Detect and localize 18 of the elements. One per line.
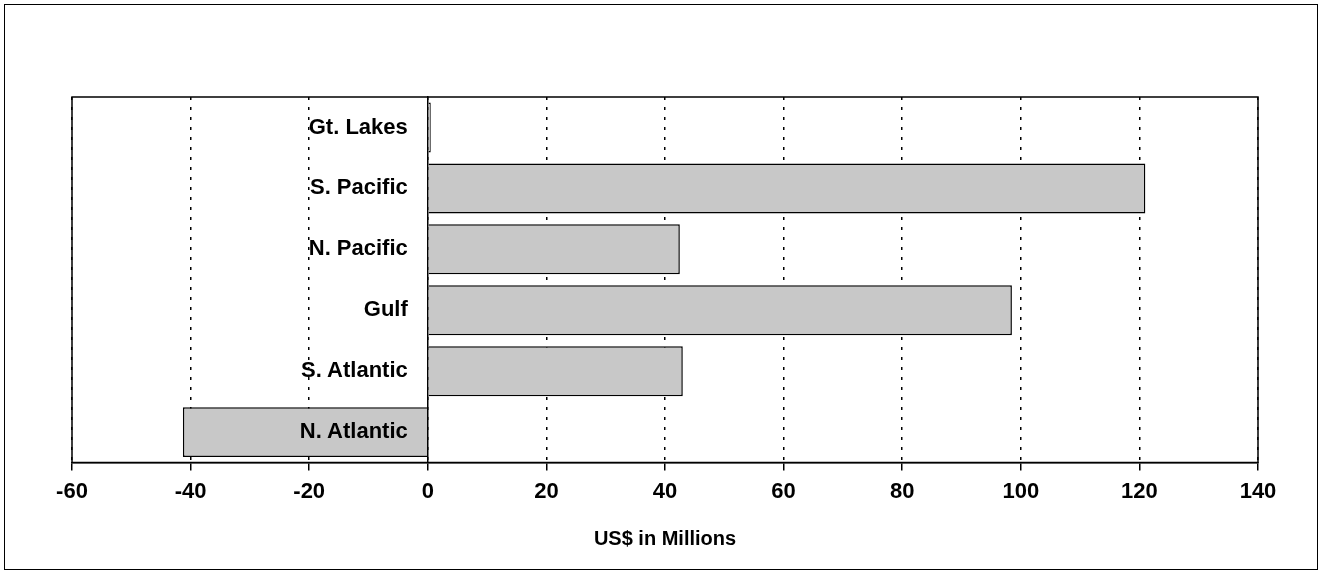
y-tick-label: S. Pacific xyxy=(309,174,408,200)
x-tick-label: 40 xyxy=(652,477,678,503)
x-tick-label: -20 xyxy=(293,477,326,503)
x-tick-label: 140 xyxy=(1239,477,1277,503)
x-tick-label: 60 xyxy=(771,477,796,503)
x-tick-label: -40 xyxy=(174,477,207,503)
x-tick-label: 20 xyxy=(534,477,559,503)
x-tick-label: 100 xyxy=(1002,477,1040,503)
y-tick-label: N. Atlantic xyxy=(299,418,408,444)
x-tick-label: 0 xyxy=(421,477,434,503)
y-tick-label: Gulf xyxy=(363,296,409,322)
x-tick-label: 80 xyxy=(889,477,915,503)
y-tick-label: Gt. Lakes xyxy=(308,113,408,139)
x-tick-label: -60 xyxy=(56,477,88,503)
x-axis-title: US$ in Millions xyxy=(593,526,737,549)
x-tick-label: 120 xyxy=(1121,477,1158,503)
y-tick-label: N. Pacific xyxy=(308,235,408,261)
y-tick-label: S. Atlantic xyxy=(301,357,408,383)
